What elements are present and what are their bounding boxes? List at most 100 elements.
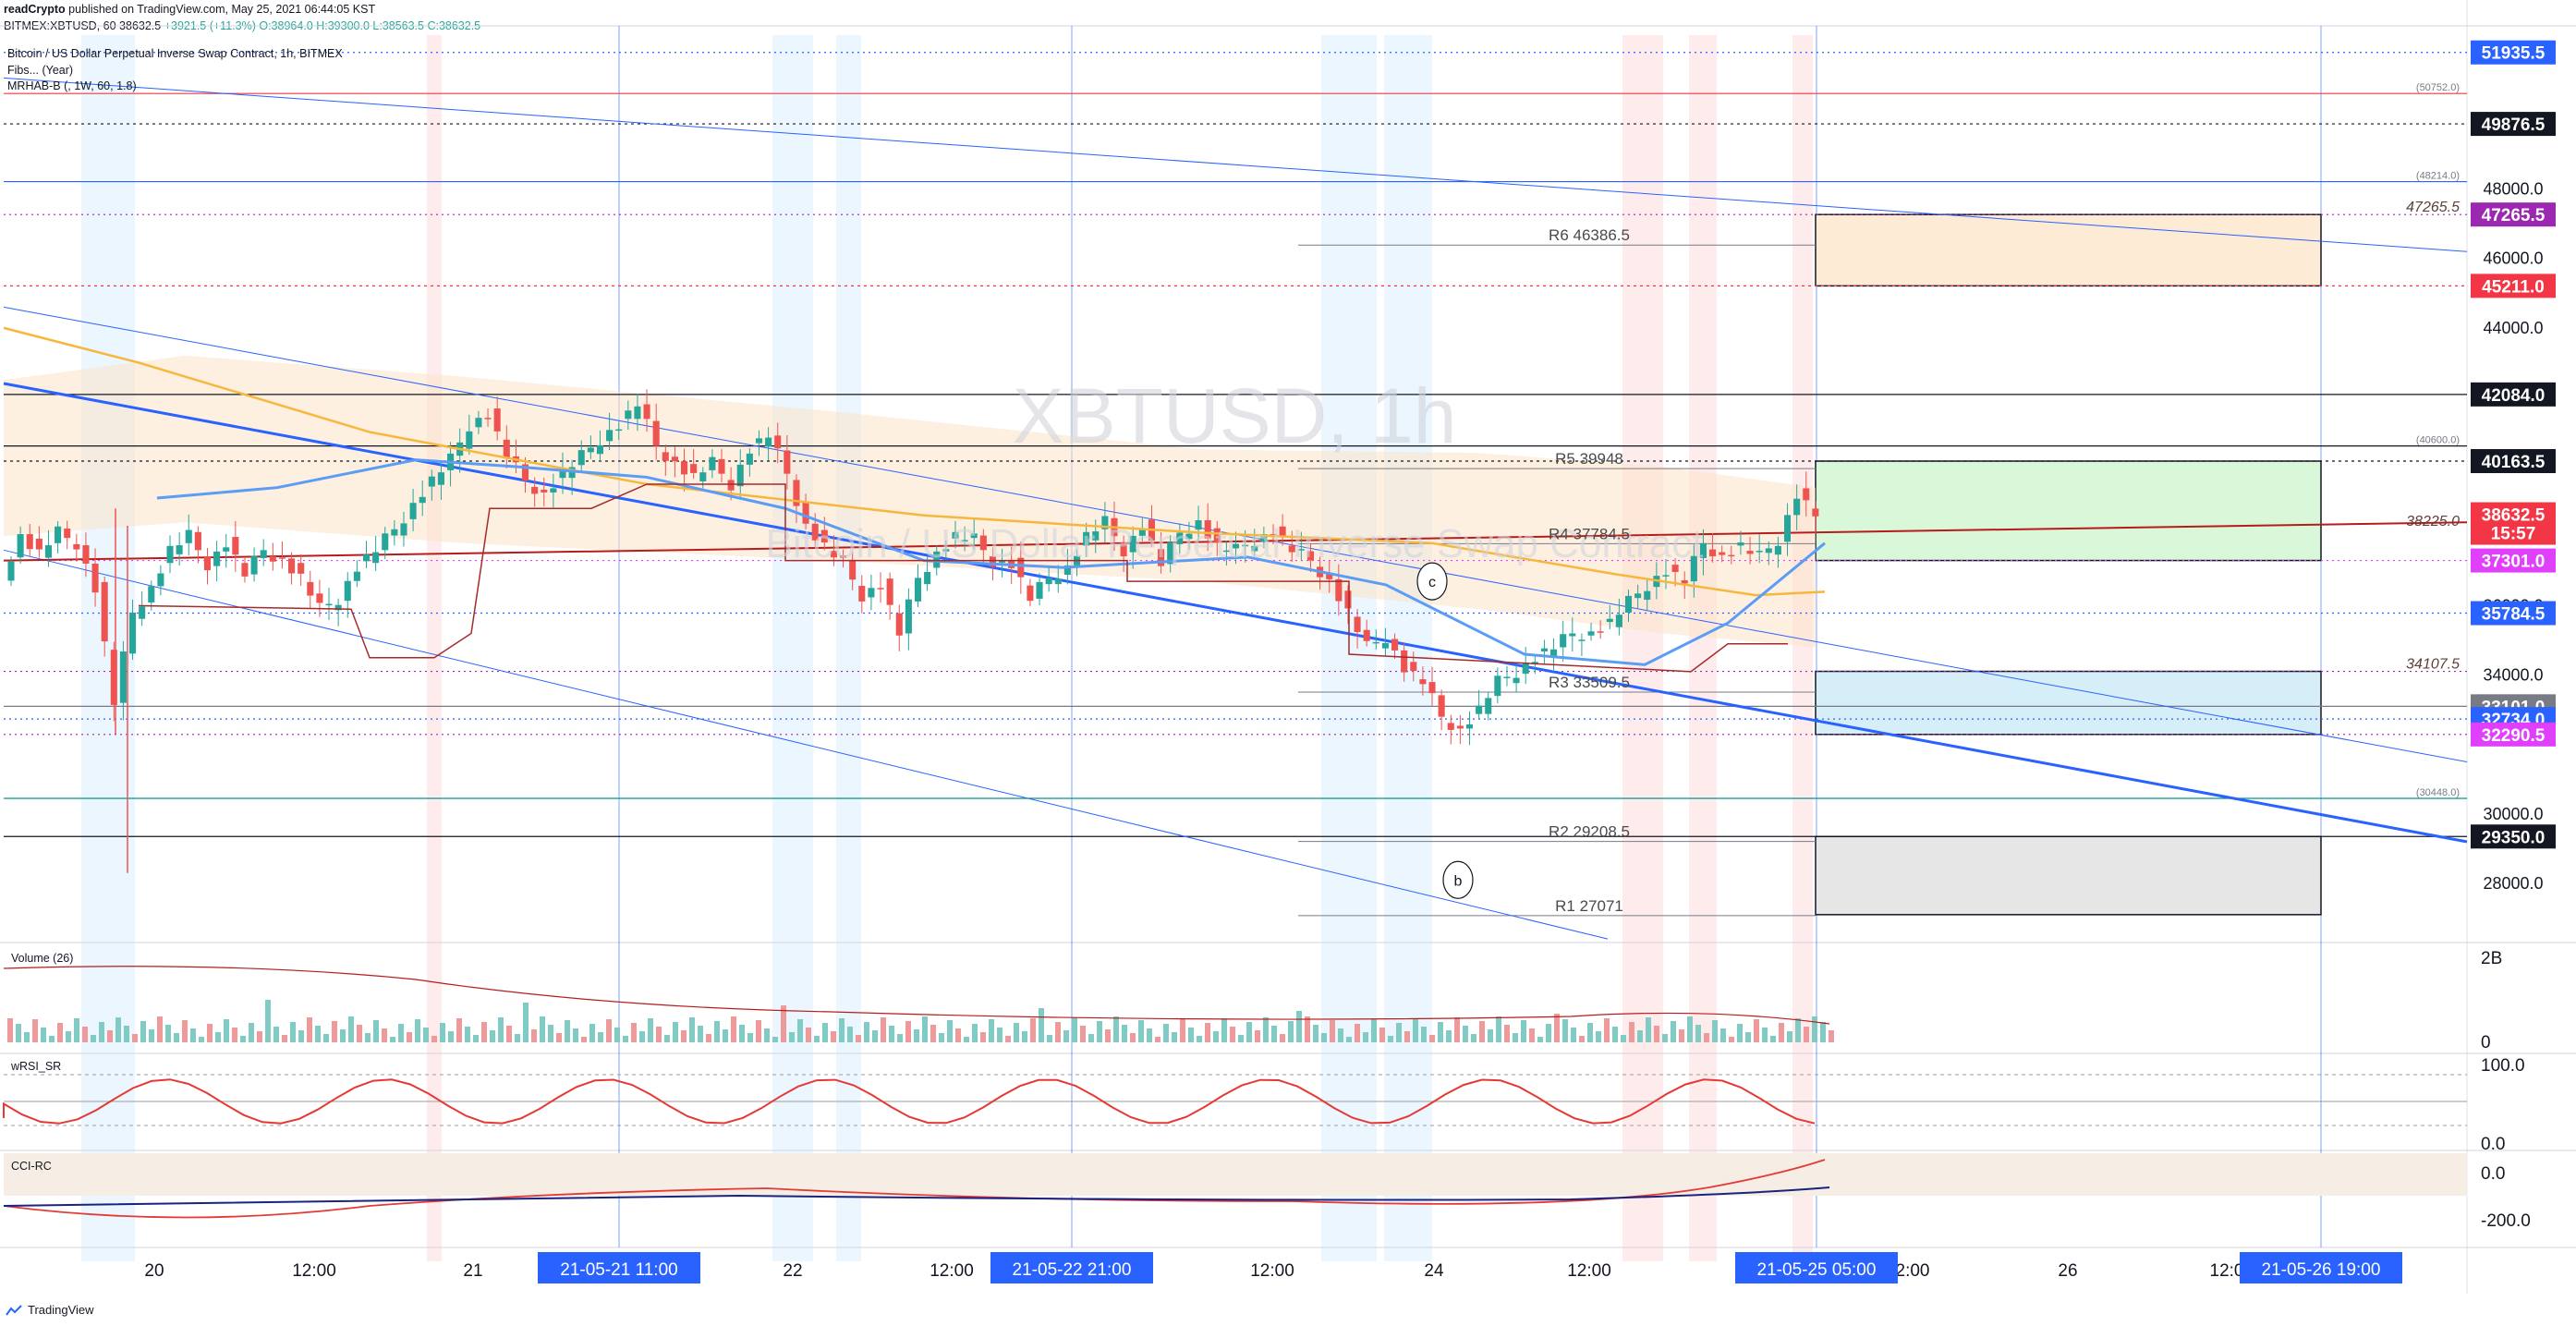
zone-box[interactable] — [1815, 835, 2322, 916]
candle-body — [7, 561, 15, 581]
volume-bar — [1313, 1025, 1318, 1042]
candle-body — [1410, 662, 1417, 672]
candle-body — [718, 458, 725, 474]
volume-bar — [1213, 1031, 1219, 1042]
volume-bar — [1005, 1036, 1011, 1042]
indicator-fibs: Fibs... (Year) — [7, 64, 73, 77]
volume-bar — [49, 1036, 55, 1042]
candle-body — [64, 529, 71, 539]
candle-body — [979, 535, 987, 551]
support-resistance-line[interactable] — [3, 521, 2468, 562]
time-axis-tick: 12:00 — [1567, 1261, 1611, 1281]
volume-bar — [1704, 1033, 1709, 1042]
candle-body — [1587, 631, 1595, 636]
wave-label-bubble[interactable] — [1442, 860, 1474, 899]
pivot-label: R1 27071 — [1555, 897, 1623, 915]
volume-bar — [1629, 1022, 1634, 1042]
volume-bar — [714, 1021, 720, 1042]
candle-body — [1195, 520, 1202, 530]
candle-body — [176, 545, 183, 554]
volume-bar — [1321, 1033, 1327, 1042]
volume-bar — [240, 1036, 246, 1042]
time-axis-tick: 12:00 — [1250, 1261, 1294, 1281]
candle-body — [194, 531, 201, 551]
volume-bar — [1205, 1023, 1210, 1042]
volume-bar — [431, 1036, 437, 1042]
volume-bar — [1363, 1032, 1368, 1042]
pane-label: wRSI_SR — [10, 1060, 61, 1073]
candle-body — [1260, 534, 1268, 542]
volume-bar — [1072, 1017, 1077, 1042]
candle-body — [1728, 554, 1735, 557]
volume-bar — [1113, 1016, 1119, 1042]
volume-bar — [1404, 1031, 1410, 1042]
candle-body — [185, 529, 192, 543]
volume-bar — [407, 1032, 412, 1042]
candle-body — [1372, 641, 1379, 644]
volume-bar — [132, 1034, 138, 1042]
volume-bar — [32, 1019, 38, 1042]
volume-bar — [1163, 1024, 1169, 1042]
candle-body — [746, 453, 753, 465]
price-axis-tick: 46000.0 — [2483, 249, 2543, 268]
candle-body — [428, 476, 435, 487]
volume-bar — [1546, 1024, 1551, 1042]
volume-bar — [390, 1037, 395, 1042]
session-highlight — [1689, 35, 1717, 1261]
candle-body — [1363, 629, 1370, 641]
candle-body — [1793, 498, 1801, 516]
price-axis-label-text: 45211.0 — [2482, 277, 2545, 297]
volume-bar — [332, 1021, 337, 1042]
time-axis-tick: 12:0 — [2210, 1261, 2244, 1281]
candle-body — [1297, 549, 1305, 551]
candle-body — [203, 556, 212, 571]
candle-body — [1569, 633, 1576, 637]
zone-box[interactable] — [1815, 670, 2322, 736]
price-axis-label-text: 51935.5 — [2482, 44, 2546, 64]
candle-body — [1176, 532, 1184, 544]
volume-bar — [1221, 1018, 1227, 1042]
volume-bar — [1488, 1029, 1493, 1042]
candle-body — [372, 552, 380, 564]
price-axis-label — [2471, 40, 2556, 65]
candle-body — [269, 556, 276, 562]
candle-body — [1456, 725, 1464, 729]
wave-label-bubble[interactable] — [1416, 562, 1448, 601]
volume-bar — [548, 1025, 553, 1042]
candle-body — [1540, 648, 1548, 652]
candle-body — [1344, 590, 1352, 609]
tradingview-logo: TradingView — [6, 1303, 94, 1317]
zone-box[interactable] — [1815, 460, 2322, 562]
volume-bar — [797, 1019, 803, 1042]
volume-bar — [1296, 1011, 1302, 1042]
volume-bar — [7, 1018, 13, 1042]
volume-bar — [764, 1028, 770, 1042]
zone-box[interactable] — [1815, 213, 2322, 287]
price-axis-label-text: 38632.5 — [2482, 506, 2546, 526]
candle-body — [652, 420, 660, 446]
volume-bar — [556, 1033, 562, 1042]
volume-bar — [340, 1029, 346, 1042]
candle-body — [148, 586, 155, 603]
candle-body — [1690, 555, 1697, 582]
volume-bar — [199, 1037, 204, 1042]
candle-body — [840, 554, 847, 558]
lower-channel-line[interactable] — [3, 549, 1609, 940]
volume-bar — [955, 1028, 961, 1042]
price-axis-label-text: 47265.5 — [2482, 206, 2546, 225]
time-axis-tick: 21 — [463, 1261, 482, 1281]
candle-body — [1428, 682, 1436, 694]
price-axis-label — [2471, 112, 2556, 137]
publisher-name: readCrypto — [4, 3, 66, 16]
candle-body — [110, 650, 117, 705]
candle-body — [101, 581, 108, 642]
volume-bar — [415, 1019, 420, 1042]
time-axis-tick: 24 — [1424, 1261, 1444, 1281]
volume-bar — [1454, 1017, 1460, 1042]
long-trend-line[interactable] — [3, 77, 2468, 252]
candle-body — [1644, 590, 1651, 601]
candle-body — [35, 538, 43, 550]
candle-body — [232, 537, 239, 555]
level-side-label: (50752.0) — [2416, 82, 2460, 93]
